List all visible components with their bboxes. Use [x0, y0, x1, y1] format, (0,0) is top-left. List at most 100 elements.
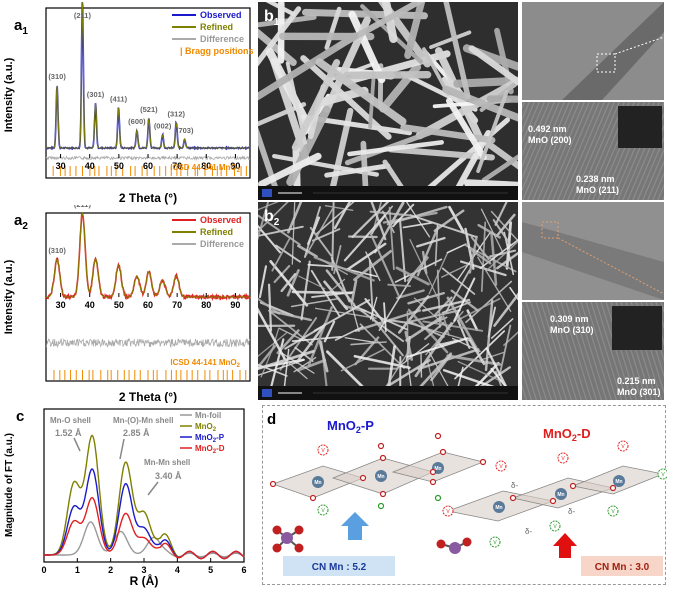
x-tick-label: 6 — [241, 565, 246, 575]
d-spacing-2-b2: 0.215 nm MnO (301) — [617, 376, 661, 398]
x-tick-label: 70 — [172, 300, 182, 310]
o-atom — [271, 482, 276, 487]
panel-label-b1: b1 — [264, 8, 279, 28]
legend-refined: Refined — [200, 227, 233, 237]
o-atom — [381, 456, 386, 461]
o-atom — [481, 460, 486, 465]
peak-label: (411) — [110, 95, 128, 104]
d-spacing-1-b1: 0.492 nm MnO (200) — [528, 124, 572, 151]
cn-label-d: CN Mn : 3.0 — [595, 562, 650, 573]
x-tick-label: 5 — [208, 565, 213, 575]
nanorod — [347, 75, 428, 76]
delta-label: δ- — [511, 481, 518, 490]
legend-c: Mn-foil MnO2 MnO2-P MnO2-D — [180, 411, 225, 455]
o-atom — [431, 480, 436, 485]
o-atom — [571, 484, 576, 489]
difference-line — [46, 339, 250, 347]
xlabel-a1: 2 Theta (°) — [119, 191, 177, 205]
legend-difference: Difference — [200, 239, 244, 249]
legend-mno2d: MnO2-D — [195, 444, 225, 455]
legend-refined: Refined — [200, 22, 233, 32]
ylabel-a2: Intensity (a.u.) — [3, 259, 15, 334]
ylabel-a1: Intensity (a.u.) — [3, 57, 15, 132]
x-tick-label: 90 — [230, 300, 240, 310]
molecule-p — [273, 526, 304, 553]
xrd-chart-a1: a1 (310)(211)(301)(411)(600)(521)(002)(3… — [0, 0, 258, 205]
mn-label: Mn — [314, 480, 321, 486]
xlabel-a2: 2 Theta (°) — [119, 390, 177, 403]
o-atom — [379, 504, 384, 509]
panel-label-a2: a2 — [14, 212, 28, 232]
title-mno2d: MnO2-D — [543, 426, 591, 443]
x-tick-label: 40 — [85, 161, 95, 171]
o-atom — [436, 434, 441, 439]
mn-label: Mn — [377, 474, 384, 480]
o-atom — [311, 496, 316, 501]
reference-a2: ICSD 44-141 MnO2 — [170, 358, 240, 369]
peak-label: (211) — [74, 11, 92, 20]
delta-label: δ- — [525, 527, 532, 536]
panel-label-c: c — [16, 408, 24, 425]
peak-label: (310) — [48, 72, 66, 81]
peak-label: (301) — [87, 90, 105, 99]
peak-label: (211) — [74, 205, 92, 209]
o-atom — [381, 492, 386, 497]
x-tick-label: 40 — [85, 300, 95, 310]
o-atom — [379, 444, 384, 449]
up-arrow-red — [553, 533, 577, 558]
legend-a1: Observed Refined Difference | Bragg posi… — [172, 10, 254, 56]
peak-label: (703) — [176, 126, 194, 135]
mn-label: Mn — [557, 492, 564, 498]
shell-mnomn-r: 2.85 Å — [123, 428, 150, 438]
x-tick-label: 60 — [143, 161, 153, 171]
o-atom — [431, 470, 436, 475]
legend-mnfoil: Mn-foil — [195, 411, 221, 420]
o-atom — [611, 486, 616, 491]
mn-label: Mn — [495, 505, 502, 511]
xlabel-c: R (Å) — [130, 573, 159, 588]
cn-label-p: CN Mn : 5.2 — [312, 562, 367, 573]
panel-label-a1: a1 — [14, 17, 28, 37]
o-atom — [441, 450, 446, 455]
x-tick-label: 1 — [75, 565, 80, 575]
d-spacing-2-b1: 0.238 nm MnO (211) — [576, 174, 619, 196]
panel-a1: a1 (310)(211)(301)(411)(600)(521)(002)(3… — [0, 0, 258, 205]
shell-mno-r: 1.52 Å — [55, 428, 82, 438]
o-atom — [436, 496, 441, 501]
ylabel-c: Magnitude of FT (a.u.) — [4, 433, 15, 537]
legend-bragg: | Bragg positions — [180, 46, 254, 56]
sem-image-b2: b2 — [258, 202, 518, 400]
x-tick-label: 0 — [41, 565, 46, 575]
legend-observed: Observed — [200, 10, 242, 20]
shell-mnmn-r: 3.40 Å — [155, 471, 182, 481]
legend-difference: Difference — [200, 34, 244, 44]
x-tick-label: 4 — [175, 565, 180, 575]
title-mno2p: MnO2-P — [327, 418, 374, 435]
peak-label: (521) — [140, 105, 158, 114]
peak-label: (310) — [48, 246, 66, 255]
tem-low-mag-b2 — [522, 202, 664, 300]
x-tick-label: 30 — [56, 300, 66, 310]
legend-mno2: MnO2 — [195, 422, 217, 433]
panel-label-b2: b2 — [264, 208, 279, 228]
peak-label: (600) — [128, 117, 146, 126]
shell-annotations: Mn-O shell 1.52 Å Mn-(O)-Mn shell 2.85 Å… — [50, 416, 190, 495]
x-tick-label: 50 — [114, 300, 124, 310]
legend-a2: Observed Refined Difference — [172, 215, 244, 249]
tem-low-mag-b1 — [522, 2, 664, 100]
nanorod — [293, 292, 351, 293]
d-spacing-1-b2: 0.309 nm MnO (310) — [550, 314, 594, 336]
shell-mnomn: Mn-(O)-Mn shell — [113, 416, 173, 425]
legend-observed: Observed — [200, 215, 242, 225]
up-arrow-blue — [341, 512, 369, 540]
o-atom — [551, 499, 556, 504]
x-tick-label: 80 — [201, 300, 211, 310]
x-tick-label: 30 — [56, 161, 66, 171]
tem-hr-b2: 0.309 nm MnO (310) 0.215 nm MnO (301) — [522, 302, 664, 400]
bragg-ticks-a2 — [54, 370, 246, 380]
